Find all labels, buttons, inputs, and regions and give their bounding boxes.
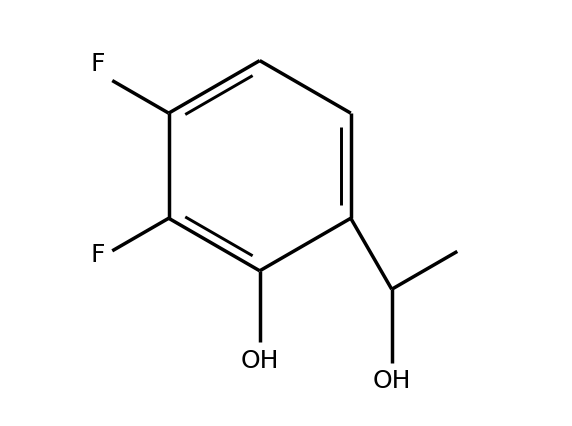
Text: F: F (90, 52, 105, 76)
Text: OH: OH (240, 348, 279, 373)
Text: OH: OH (372, 369, 411, 393)
Text: F: F (90, 243, 105, 267)
